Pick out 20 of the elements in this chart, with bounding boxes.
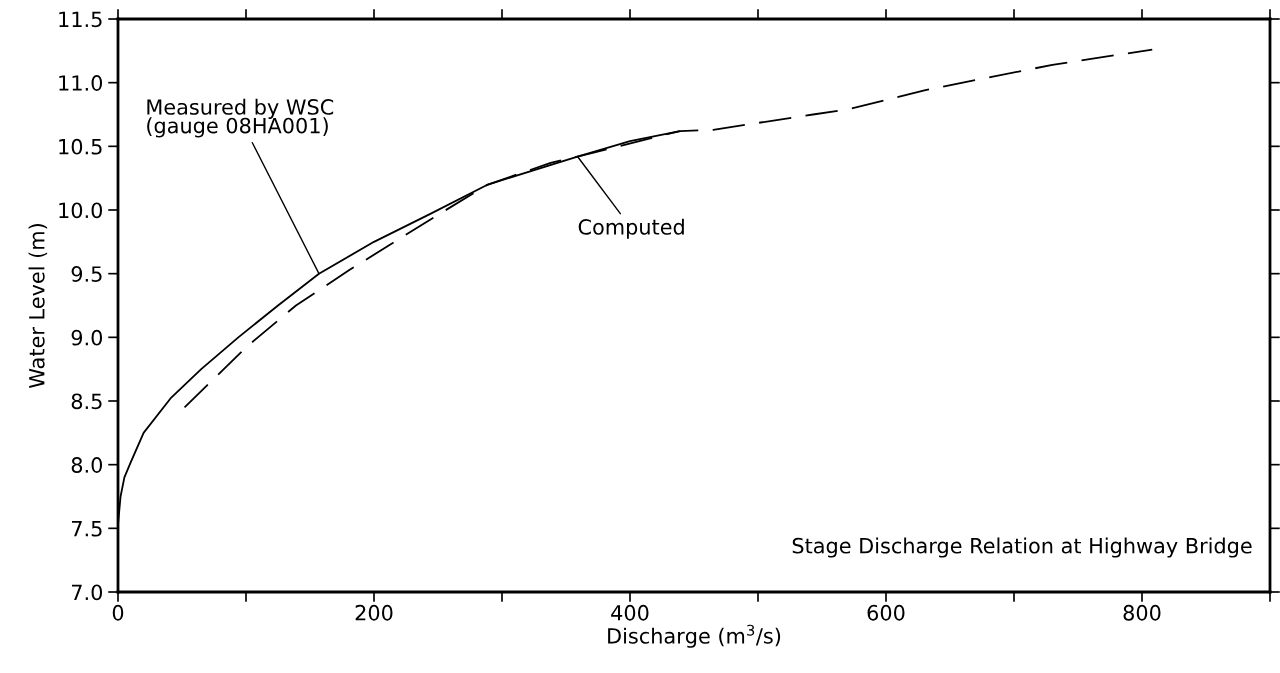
y-axis-title: Water Level (m) <box>28 224 48 388</box>
y-tick-label: 9.5 <box>71 266 102 282</box>
y-tick-label: 8.5 <box>71 393 102 410</box>
x-tick-label: 800 <box>1123 604 1161 621</box>
y-tick-label: 10.5 <box>59 138 102 155</box>
y-tick-label: 11.0 <box>59 75 103 91</box>
y-tick-label: 9.0 <box>71 329 103 346</box>
annotation: Measured by WSC (gauge 08HA001) <box>147 98 334 138</box>
y-tick-label: 8.0 <box>71 457 103 473</box>
annotation: Computed <box>578 218 684 239</box>
y-tick-label: 7.0 <box>71 584 103 601</box>
x-tick-label: 400 <box>611 604 649 621</box>
x-axis-title: Discharge (m$^{3}$/s) <box>608 624 781 648</box>
x-tick-label: 600 <box>867 604 905 621</box>
x-tick-label: 200 <box>355 604 393 621</box>
y-tick-label: 10.0 <box>59 202 103 219</box>
y-tick-label: 7.5 <box>71 521 102 537</box>
y-tick-label: 11.5 <box>59 11 102 28</box>
text: Stage Discharge Relation at Highway Bridge <box>792 537 1252 558</box>
x-tick-label: 0 <box>112 604 124 621</box>
